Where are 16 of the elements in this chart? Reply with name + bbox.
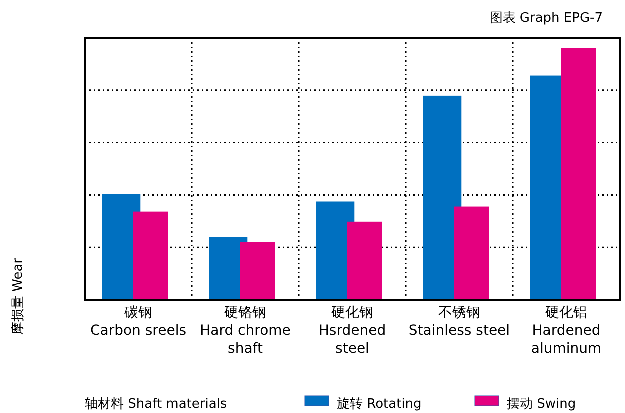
x-tick-label: 硬化铝 Hardened aluminum <box>531 305 602 357</box>
bar <box>454 206 490 300</box>
bar <box>347 222 382 300</box>
x-tick-label: 碳钢 Carbon sreels <box>90 305 187 339</box>
bar <box>561 48 596 300</box>
legend-label: 旋转 Rotating <box>337 397 422 412</box>
bar <box>423 96 462 300</box>
y-axis-title: 摩损量 Wear <box>11 258 26 335</box>
legend-label: 摆动 Swing <box>507 397 576 412</box>
x-tick-label: 硬铬钢 Hard chrome shaft <box>200 305 291 357</box>
chart-title: 图表 Graph EPG-7 <box>490 11 603 26</box>
x-tick-label: 不锈钢 Stainless steel <box>408 305 510 339</box>
x-tick-label: 硬化钢 Hsrdened steel <box>318 305 386 357</box>
bar <box>240 242 276 300</box>
bar <box>133 212 168 300</box>
x-axis-title: 轴材料 Shaft materials <box>85 397 228 412</box>
